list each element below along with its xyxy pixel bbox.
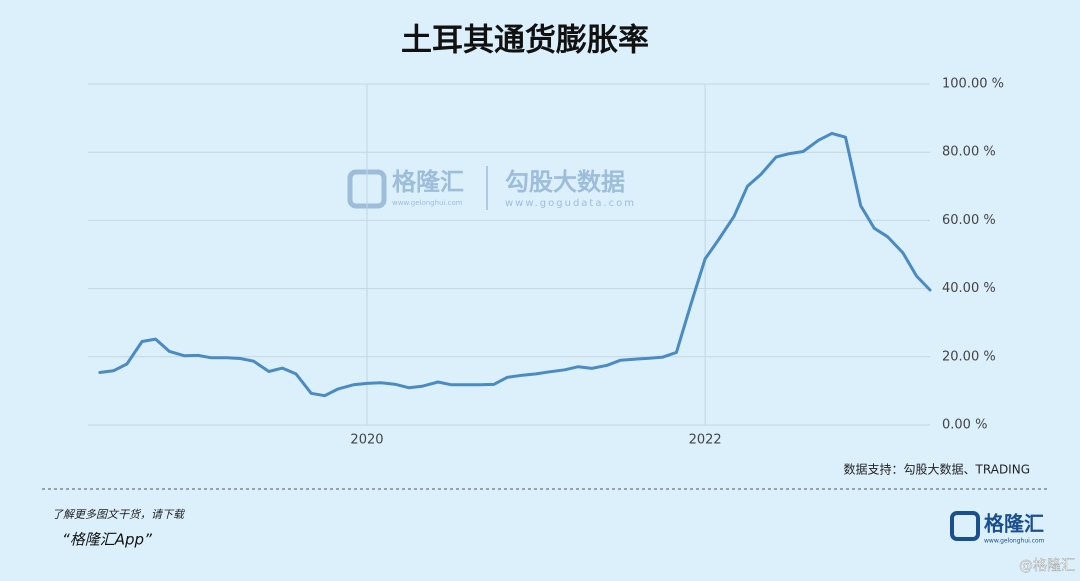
y-tick-label: 60.00 % [942,213,996,228]
y-tick-label: 80.00 % [942,145,996,160]
source-note: 数据支持：勾股大数据、TRADING [844,462,1030,477]
y-tick-label: 20.00 % [942,349,996,364]
footer-prompt: 了解更多图文干货，请下载 [52,508,186,521]
watermark: 格隆汇 www.gelonghui.com 勾股大数据 www.gogudata… [347,166,636,210]
logo-url: www.gelonghui.com [984,538,1045,545]
footer-app: “格隆汇App” [62,531,152,549]
y-tick-label: 100.00 % [942,77,1004,92]
watermark-brand: 格隆汇 [392,168,464,196]
x-tick-label: 2020 [350,433,383,448]
y-tick-label: 0.00 % [942,418,987,433]
x-tick-label: 2022 [689,433,722,448]
chart-title: 土耳其通货膨胀率 [401,23,649,59]
data-line [98,131,932,398]
watermark-url: www.gelonghui.com [392,199,463,207]
logo-text: 格隆汇 [984,512,1044,536]
logo-icon [950,511,980,541]
watermark-partner: 勾股大数据 [505,168,625,196]
watermark-partner-url: www.gogudata.com [505,198,636,209]
y-tick-label: 40.00 % [942,281,996,296]
handle: @格隆汇 [1019,558,1075,574]
